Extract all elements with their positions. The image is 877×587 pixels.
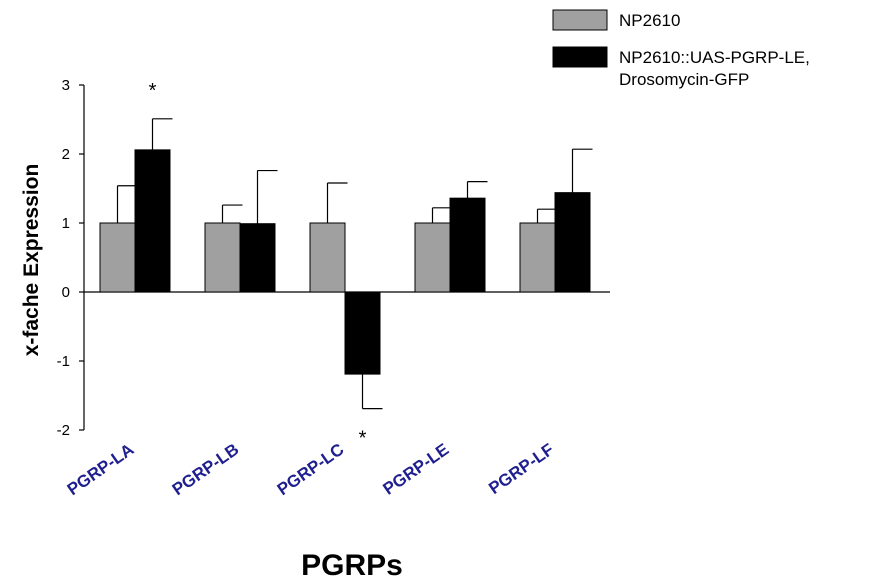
category-label: PGRP-LF bbox=[485, 440, 557, 498]
y-tick-label: 0 bbox=[62, 284, 70, 301]
bar bbox=[99, 222, 136, 293]
bar bbox=[554, 192, 591, 293]
bar bbox=[134, 149, 171, 293]
bar bbox=[519, 222, 556, 293]
bar bbox=[239, 223, 276, 293]
bar bbox=[309, 222, 346, 293]
category-label: PGRP-LE bbox=[379, 440, 452, 499]
x-axis-label: PGRPs bbox=[301, 549, 403, 582]
bar bbox=[414, 222, 451, 293]
category-labels: PGRP-LA PGRP-LB PGRP-LC PGRP-LE PGRP-LF bbox=[64, 440, 558, 499]
y-tick-label: 2 bbox=[62, 146, 70, 163]
category-label: PGRP-LA bbox=[64, 440, 138, 499]
bar bbox=[204, 222, 241, 293]
category-label: PGRP-LB bbox=[169, 440, 243, 499]
y-tick-label: -2 bbox=[57, 422, 70, 439]
bar bbox=[449, 197, 486, 293]
legend-swatch bbox=[552, 9, 608, 31]
bars: ** bbox=[99, 80, 593, 450]
legend-label: Drosomycin-GFP bbox=[619, 70, 749, 89]
y-axis-label: x-fache Expression bbox=[20, 164, 43, 357]
significance-marker: * bbox=[149, 80, 157, 102]
category-label: PGRP-LC bbox=[274, 440, 348, 499]
significance-marker: * bbox=[359, 428, 367, 450]
bar bbox=[344, 291, 381, 375]
legend-label: NP2610 bbox=[619, 11, 680, 30]
y-tick-label: 3 bbox=[62, 77, 70, 94]
legend-label: NP2610::UAS-PGRP-LE, bbox=[619, 48, 810, 67]
y-tick-label: -1 bbox=[57, 353, 70, 370]
legend-swatch bbox=[552, 46, 608, 68]
y-tick-label: 1 bbox=[62, 215, 70, 232]
